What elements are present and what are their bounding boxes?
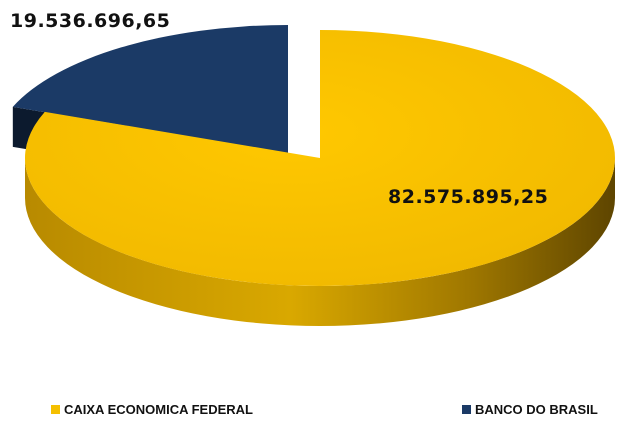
legend-item-caixa: CAIXA ECONOMICA FEDERAL [51,402,253,417]
pie-slice-banco-do-brasil [12,25,289,153]
pie-slice-caixa [24,30,615,286]
legend-swatch-caixa [51,405,60,414]
legend-label-caixa: CAIXA ECONOMICA FEDERAL [64,402,253,417]
data-label-banco-do-brasil: 19.536.696,65 [10,10,171,32]
legend: CAIXA ECONOMICA FEDERAL BANCO DO BRASIL [0,402,627,420]
legend-label-banco-do-brasil: BANCO DO BRASIL [475,402,598,417]
pie-slice-side-caixa [25,158,615,326]
legend-item-banco-do-brasil: BANCO DO BRASIL [462,402,598,417]
legend-swatch-banco-do-brasil [462,405,471,414]
data-label-caixa: 82.575.895,25 [388,186,549,208]
